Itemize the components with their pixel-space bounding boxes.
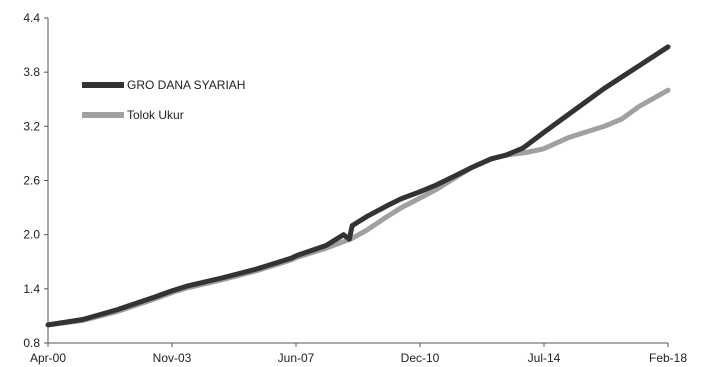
- x-tick-label: Jul-14: [528, 351, 561, 365]
- y-tick-label: 2.6: [23, 174, 40, 188]
- axes: 0.8 1.4 2.0 2.6 3.2 3.8 4.4 Apr-00 Nov-03 Jun-07 D…: [23, 11, 687, 365]
- x-tick-label: Dec-10: [401, 351, 440, 365]
- y-tick-label: 0.8: [23, 336, 40, 350]
- y-tick-label: 3.8: [23, 65, 40, 79]
- legend: GRO DANA SYARIAH Tolok Ukur: [82, 78, 245, 122]
- series-line-1: [45, 87, 671, 328]
- x-tick-label: Feb-18: [649, 351, 687, 365]
- legend-label-0: GRO DANA SYARIAH: [127, 78, 245, 92]
- y-tick-label: 3.2: [23, 119, 40, 133]
- y-tick-label: 4.4: [23, 11, 40, 25]
- series-layer: [45, 44, 671, 328]
- legend-label-1: Tolok Ukur: [127, 108, 184, 122]
- x-tick-label: Nov-03: [153, 351, 192, 365]
- x-tick-label: Apr-00: [30, 351, 66, 365]
- x-tick-label: Jun-07: [278, 351, 315, 365]
- y-tick-label: 1.4: [23, 282, 40, 296]
- y-tick-label: 2.0: [23, 228, 40, 242]
- series-line-0: [45, 44, 671, 328]
